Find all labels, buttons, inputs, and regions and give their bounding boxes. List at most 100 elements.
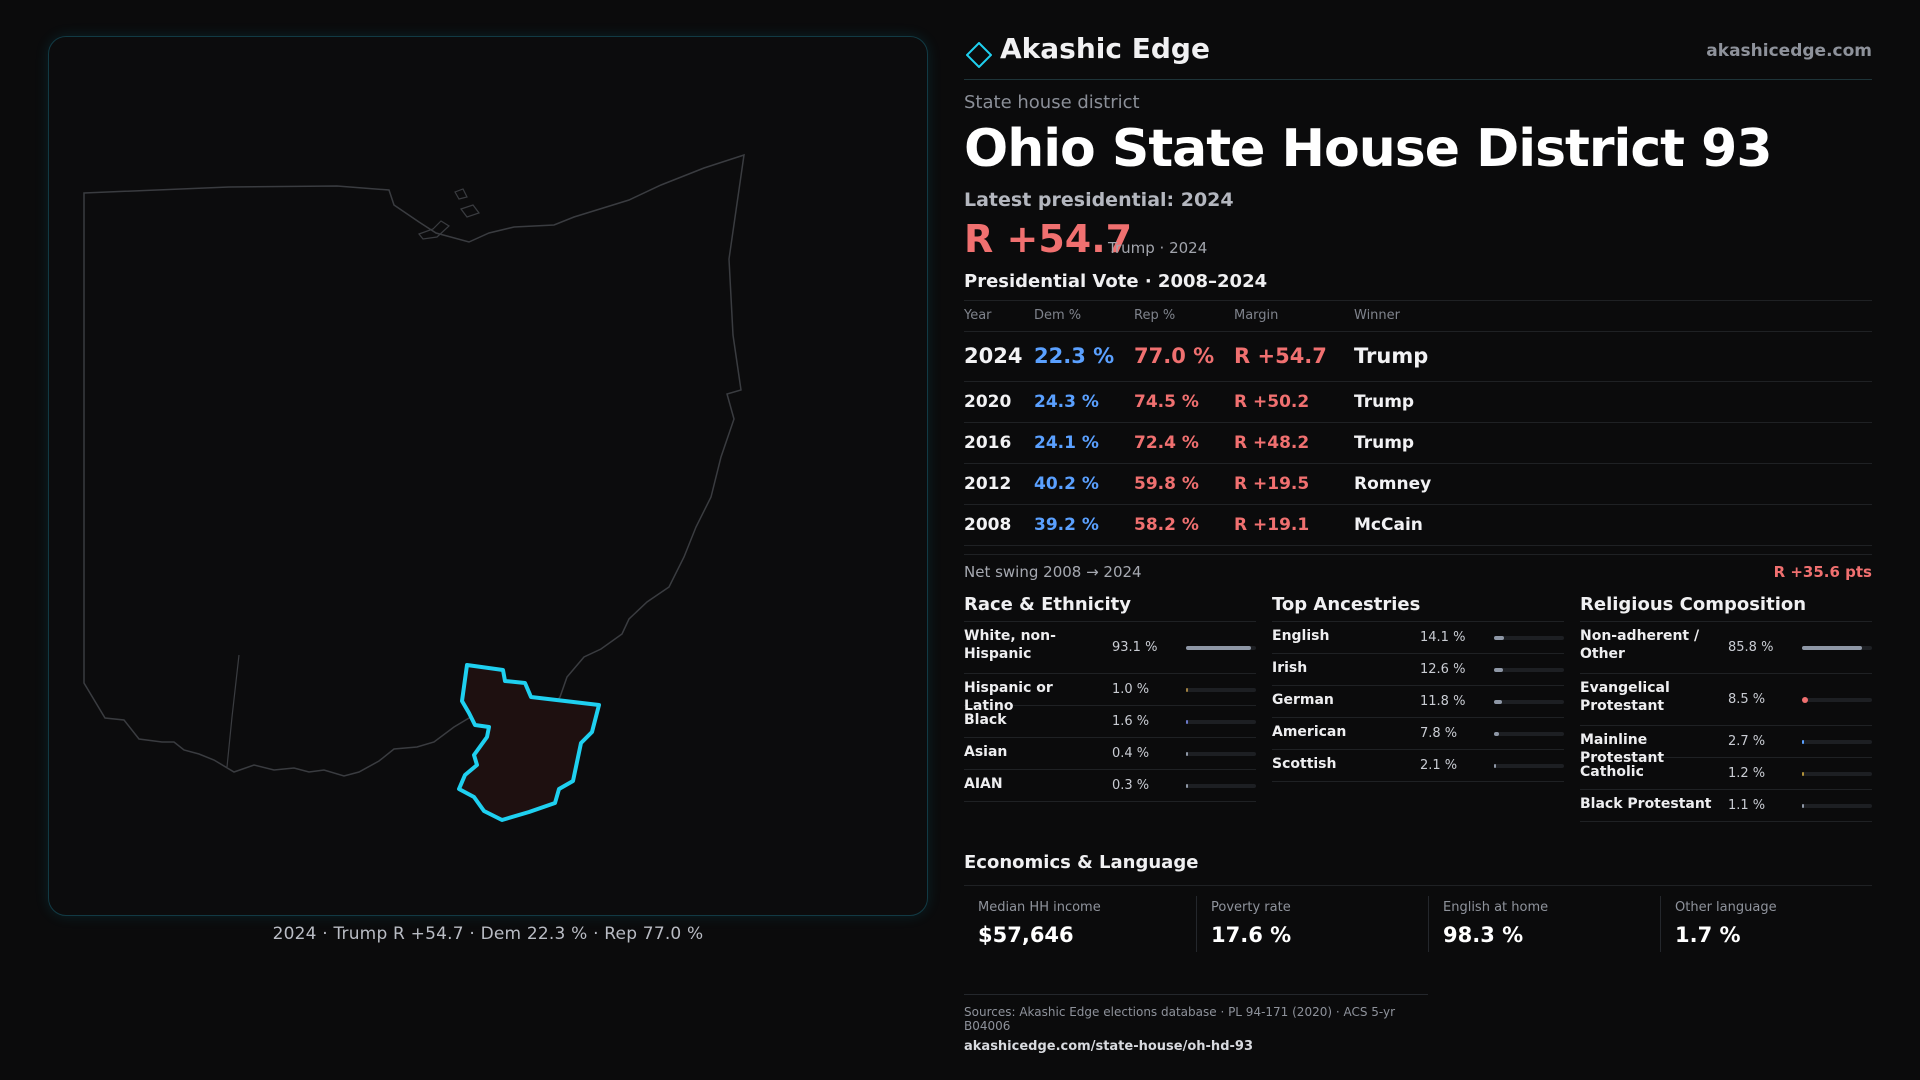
cell-year: 2016 — [964, 422, 1034, 464]
table-row: 2016 24.1 % 72.4 % R +48.2 Trump — [964, 422, 1872, 464]
econ-value: 98.3 % — [1443, 922, 1524, 947]
row-label: Irish — [1272, 659, 1308, 676]
share-bar-track — [1802, 803, 1872, 808]
row-label: German — [1272, 691, 1334, 708]
map-caption: 2024 · Trump R +54.7 · Dem 22.3 % · Rep … — [272, 924, 704, 944]
lake-island-shape — [460, 204, 480, 218]
list-item: Scottish 2.1 % — [1272, 750, 1564, 782]
row-value: 0.3 % — [1112, 777, 1150, 793]
cell-winner: Romney — [1354, 463, 1872, 505]
cell-dem: 24.3 % — [1034, 381, 1134, 423]
share-bar-fill — [1494, 635, 1504, 640]
cell-margin: R +48.2 — [1234, 422, 1354, 464]
brand-name: Akashic Edge — [1000, 32, 1210, 65]
ancestry-title: Top Ancestries — [1272, 588, 1564, 622]
sources-line: Sources: Akashic Edge elections database… — [964, 1005, 1396, 1033]
share-bar-track — [1186, 687, 1256, 692]
share-bar-fill — [1186, 751, 1188, 756]
share-bar-track — [1494, 699, 1564, 704]
latest-margin: R +54.7 Trump · 2024 — [964, 217, 1872, 267]
net-swing-label: Net swing 2008 → 2024 — [964, 562, 1142, 581]
list-item: Catholic 1.2 % — [1580, 758, 1872, 790]
presidential-vote-title: Presidential Vote · 2008–2024 — [964, 271, 1872, 301]
district-kind: State house district — [964, 92, 1140, 113]
race-section: Race & Ethnicity White, non-Hispanic 93.1… — [964, 588, 1256, 802]
row-value: 11.8 % — [1420, 693, 1466, 709]
econ-label: English at home — [1443, 899, 1549, 915]
share-bar-fill — [1802, 696, 1808, 703]
share-bar-fill — [1494, 699, 1503, 704]
share-bar-fill — [1802, 771, 1804, 776]
share-bar-track — [1494, 763, 1564, 768]
header-margin: Margin — [1234, 301, 1354, 332]
table-row: 2024 22.3 % 77.0 % R +54.7 Trump — [964, 331, 1872, 382]
share-bar-track — [1494, 635, 1564, 640]
econ-label: Other language — [1675, 899, 1777, 915]
county-line-shape — [226, 654, 240, 768]
row-value: 1.0 % — [1112, 681, 1150, 697]
net-swing-value: R +35.6 pts — [1773, 562, 1872, 581]
cell-winner: Trump — [1354, 331, 1872, 382]
list-item: Asian 0.4 % — [964, 738, 1256, 770]
list-item: Non-adherent / Other 85.8 % — [1580, 622, 1872, 674]
religion-section: Religious Composition Non-adherent / Oth… — [1580, 588, 1872, 822]
cell-rep: 77.0 % — [1134, 331, 1234, 382]
header-rep: Rep % — [1134, 301, 1234, 332]
list-item: Irish 12.6 % — [1272, 654, 1564, 686]
share-bar-track — [1186, 719, 1256, 724]
list-item: AIAN 0.3 % — [964, 770, 1256, 802]
cell-margin: R +54.7 — [1234, 331, 1354, 382]
row-label: English — [1272, 627, 1330, 644]
lake-island-shape — [418, 220, 450, 240]
header-winner: Winner — [1354, 301, 1872, 332]
header-year: Year — [964, 301, 1034, 332]
cell-margin: R +19.5 — [1234, 463, 1354, 505]
list-item: White, non-Hispanic 93.1 % — [964, 622, 1256, 674]
share-bar-fill — [1494, 731, 1500, 736]
share-bar-track — [1494, 731, 1564, 736]
demographics: Race & Ethnicity White, non-Hispanic 93.1… — [964, 588, 1872, 838]
list-item: Black Protestant 1.1 % — [1580, 790, 1872, 822]
row-value: 2.7 % — [1728, 733, 1766, 749]
row-label: Evangelical Protestant — [1580, 679, 1670, 714]
cell-rep: 74.5 % — [1134, 381, 1234, 423]
econ-value: 1.7 % — [1675, 922, 1741, 947]
row-value: 2.1 % — [1420, 757, 1458, 773]
econ-card-income: Median HH income $57,646 — [964, 896, 1180, 952]
econ-label: Median HH income — [978, 899, 1101, 915]
brand-url-link[interactable]: akashicedge.com — [1706, 41, 1872, 61]
share-bar-fill — [1494, 667, 1503, 672]
cell-dem: 39.2 % — [1034, 504, 1134, 546]
row-value: 85.8 % — [1728, 639, 1774, 655]
district-map — [83, 153, 745, 822]
econ-value: $57,646 — [978, 922, 1074, 947]
race-title: Race & Ethnicity — [964, 588, 1256, 622]
cell-year: 2020 — [964, 381, 1034, 423]
cell-rep: 59.8 % — [1134, 463, 1234, 505]
sources-footer: Sources: Akashic Edge elections database… — [964, 994, 1428, 1054]
presidential-vote-table: Year Dem % Rep % Margin Winner 2024 22.3 … — [964, 301, 1872, 546]
share-bar-fill — [1186, 783, 1188, 788]
share-bar-fill — [1186, 645, 1252, 650]
row-label: Catholic — [1580, 763, 1644, 780]
share-bar-fill — [1802, 645, 1863, 650]
list-item: American 7.8 % — [1272, 718, 1564, 750]
share-bar-track — [1802, 739, 1872, 744]
row-value: 14.1 % — [1420, 629, 1466, 645]
cell-rep: 72.4 % — [1134, 422, 1234, 464]
list-item: Mainline Protestant 2.7 % — [1580, 726, 1872, 766]
sources-url-link[interactable]: akashicedge.com/state-house/oh-hd-93 — [964, 1039, 1253, 1054]
cell-winner: Trump — [1354, 422, 1872, 464]
list-item: Evangelical Protestant 8.5 % — [1580, 674, 1872, 726]
cell-year: 2012 — [964, 463, 1034, 505]
row-value: 1.6 % — [1112, 713, 1150, 729]
list-item: Hispanic or Latino 1.0 % — [964, 674, 1256, 714]
cell-rep: 58.2 % — [1134, 504, 1234, 546]
share-bar-track — [1802, 771, 1872, 776]
cell-dem: 22.3 % — [1034, 331, 1134, 382]
share-bar-track — [1802, 696, 1872, 703]
row-value: 0.4 % — [1112, 745, 1150, 761]
lake-island-shape — [454, 188, 468, 200]
table-row: 2012 40.2 % 59.8 % R +19.5 Romney — [964, 463, 1872, 505]
econ-card-english: English at home 98.3 % — [1428, 895, 1644, 952]
